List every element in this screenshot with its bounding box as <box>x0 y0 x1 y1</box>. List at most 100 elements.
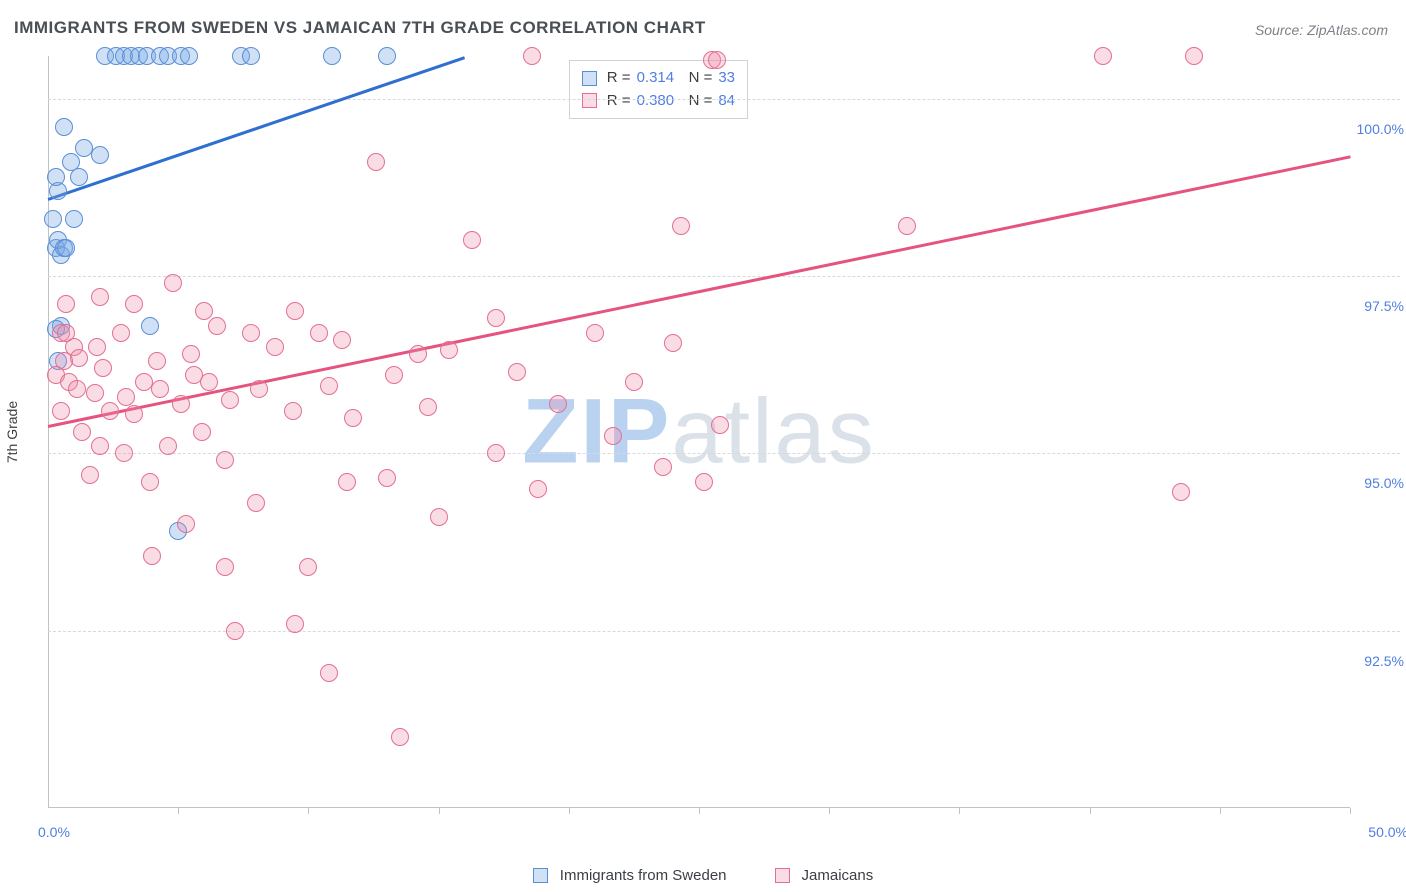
data-point-sweden <box>141 317 159 335</box>
data-point-sweden <box>57 239 75 257</box>
data-point-sweden <box>378 47 396 65</box>
x-tick <box>308 808 309 814</box>
data-point-jamaican <box>604 427 622 445</box>
data-point-jamaican <box>487 309 505 327</box>
swatch-sweden-icon <box>582 71 597 86</box>
data-point-jamaican <box>250 380 268 398</box>
data-point-jamaican <box>310 324 328 342</box>
data-point-jamaican <box>409 345 427 363</box>
data-point-jamaican <box>86 384 104 402</box>
x-tick <box>1220 808 1221 814</box>
data-point-jamaican <box>182 345 200 363</box>
y-tick-label: 100.0% <box>1356 121 1404 137</box>
data-point-jamaican <box>148 352 166 370</box>
y-tick-label: 97.5% <box>1356 298 1404 314</box>
gridline <box>48 276 1400 277</box>
data-point-jamaican <box>52 402 70 420</box>
y-tick-label: 92.5% <box>1356 653 1404 669</box>
x-tick <box>699 808 700 814</box>
data-point-jamaican <box>125 405 143 423</box>
source-attribution: Source: ZipAtlas.com <box>1255 22 1388 38</box>
data-point-jamaican <box>338 473 356 491</box>
legend-swatch-jamaican-icon <box>775 868 790 883</box>
data-point-jamaican <box>523 47 541 65</box>
data-point-jamaican <box>440 341 458 359</box>
data-point-sweden <box>55 118 73 136</box>
data-point-jamaican <box>81 466 99 484</box>
data-point-jamaican <box>430 508 448 526</box>
x-tick <box>829 808 830 814</box>
data-point-jamaican <box>200 373 218 391</box>
data-point-jamaican <box>378 469 396 487</box>
legend-item-jamaican: Jamaicans <box>775 867 874 884</box>
data-point-jamaican <box>898 217 916 235</box>
data-point-jamaican <box>115 444 133 462</box>
data-point-jamaican <box>177 515 195 533</box>
data-point-sweden <box>65 210 83 228</box>
data-point-jamaican <box>385 366 403 384</box>
data-point-jamaican <box>208 317 226 335</box>
data-point-sweden <box>62 153 80 171</box>
r-label: R = <box>607 67 631 90</box>
scatter-plot: 7th Grade 0.0% 50.0% ZIPatlas R = 0.314N… <box>48 56 1350 808</box>
stats-row-jamaican: R = 0.380N = 84 <box>582 90 735 113</box>
data-point-jamaican <box>117 388 135 406</box>
chart-title: IMMIGRANTS FROM SWEDEN VS JAMAICAN 7TH G… <box>14 18 706 38</box>
x-tick <box>439 808 440 814</box>
data-point-jamaican <box>125 295 143 313</box>
data-point-jamaican <box>242 324 260 342</box>
legend-label: Jamaicans <box>802 867 874 884</box>
data-point-jamaican <box>159 437 177 455</box>
gridline <box>48 631 1400 632</box>
data-point-jamaican <box>193 423 211 441</box>
legend: Immigrants from Sweden Jamaicans <box>0 867 1406 884</box>
legend-item-sweden: Immigrants from Sweden <box>533 867 727 884</box>
data-point-jamaican <box>320 377 338 395</box>
x-tick <box>1350 808 1351 814</box>
data-point-jamaican <box>333 331 351 349</box>
data-point-jamaican <box>216 558 234 576</box>
data-point-jamaican <box>1185 47 1203 65</box>
data-point-jamaican <box>367 153 385 171</box>
data-point-jamaican <box>664 334 682 352</box>
data-point-jamaican <box>247 494 265 512</box>
data-point-sweden <box>91 146 109 164</box>
gridline <box>48 453 1400 454</box>
n-value: 33 <box>718 67 735 90</box>
n-value: 84 <box>718 90 735 113</box>
data-point-jamaican <box>68 380 86 398</box>
data-point-jamaican <box>101 402 119 420</box>
data-point-jamaican <box>226 622 244 640</box>
n-label: N = <box>689 67 713 90</box>
n-label: N = <box>689 90 713 113</box>
data-point-jamaican <box>94 359 112 377</box>
stats-row-sweden: R = 0.314 N = 33 <box>582 67 735 90</box>
x-tick <box>569 808 570 814</box>
data-point-jamaican <box>299 558 317 576</box>
data-point-jamaican <box>73 423 91 441</box>
data-point-jamaican <box>266 338 284 356</box>
data-point-jamaican <box>143 547 161 565</box>
data-point-sweden <box>323 47 341 65</box>
data-point-jamaican <box>141 473 159 491</box>
r-label: R = <box>607 90 631 113</box>
data-point-jamaican <box>112 324 130 342</box>
data-point-jamaican <box>344 409 362 427</box>
data-point-jamaican <box>586 324 604 342</box>
data-point-jamaican <box>286 615 304 633</box>
data-point-jamaican <box>70 349 88 367</box>
data-point-sweden <box>242 47 260 65</box>
data-point-sweden <box>47 168 65 186</box>
data-point-jamaican <box>391 728 409 746</box>
data-point-jamaican <box>487 444 505 462</box>
data-point-jamaican <box>1094 47 1112 65</box>
y-tick-label: 95.0% <box>1356 475 1404 491</box>
r-value: 0.314 <box>637 67 683 90</box>
data-point-jamaican <box>151 380 169 398</box>
x-tick <box>1090 808 1091 814</box>
data-point-jamaican <box>164 274 182 292</box>
data-point-jamaican <box>625 373 643 391</box>
gridline <box>48 99 1400 100</box>
data-point-jamaican <box>221 391 239 409</box>
y-axis-title: 7th Grade <box>4 401 20 463</box>
